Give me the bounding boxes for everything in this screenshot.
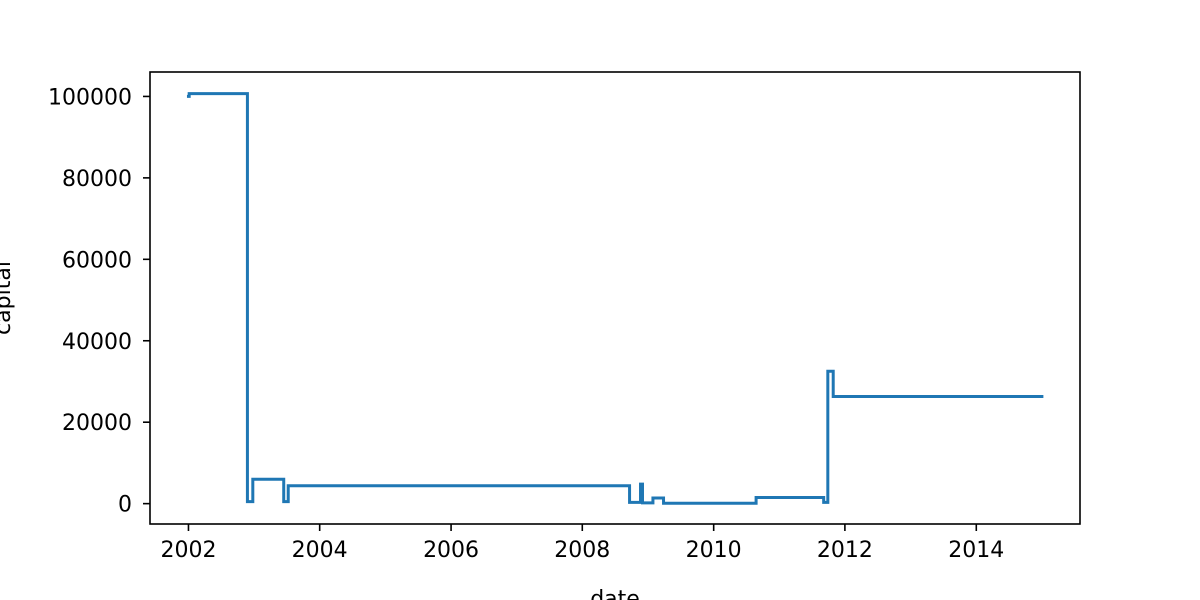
x-tick-label: 2014 <box>948 538 1004 563</box>
y-tick-label: 40000 <box>62 330 132 355</box>
plot-area <box>186 92 1044 505</box>
y-tick-label: 100000 <box>48 85 132 110</box>
capital-series-line-0 <box>186 92 1044 505</box>
x-tick-label: 2006 <box>423 538 479 563</box>
x-axis: 2002 2004 2006 2008 2010 2012 2014 <box>160 524 1004 563</box>
axes-frame <box>149 71 1081 525</box>
x-tick-label: 2002 <box>160 538 216 563</box>
x-axis-label: date <box>590 587 640 600</box>
y-tick-label: 20000 <box>62 411 132 436</box>
y-axis: 0 20000 40000 60000 80000 100000 <box>48 85 150 518</box>
y-tick-label: 80000 <box>62 167 132 192</box>
x-tick-label: 2008 <box>554 538 610 563</box>
x-tick-label: 2010 <box>686 538 742 563</box>
x-tick-label: 2004 <box>292 538 348 563</box>
y-axis-label: capital <box>0 261 16 335</box>
y-tick-label: 0 <box>118 493 132 518</box>
y-tick-label: 60000 <box>62 248 132 273</box>
x-tick-label: 2012 <box>817 538 873 563</box>
